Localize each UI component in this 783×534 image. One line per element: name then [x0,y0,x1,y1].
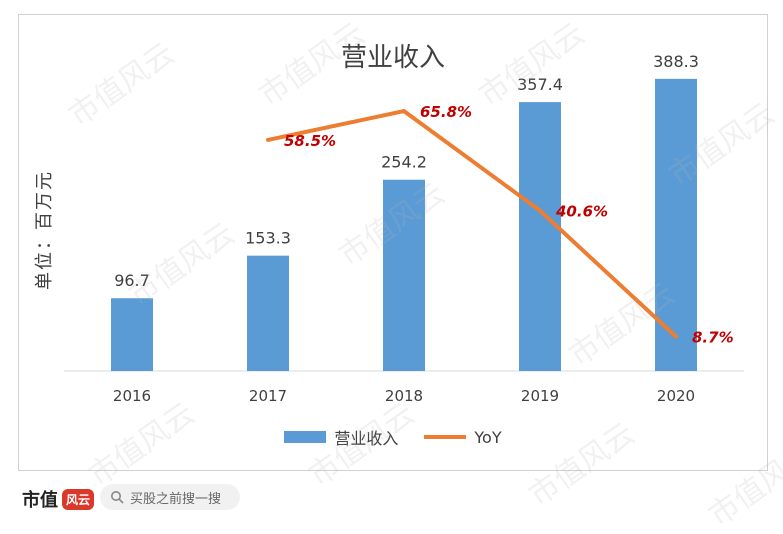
bar-data-label: 96.7 [114,271,150,290]
bar [383,179,425,371]
chart-frame: 营业收入 单位：百万元 96.7 2016 153.3 2017 254.2 2018 35… [18,14,768,471]
search-placeholder: 买股之前搜一搜 [130,491,222,507]
bar-data-label: 153.3 [245,229,291,248]
footer-bar: 市值 风云 买股之前搜一搜 [0,478,783,522]
x-tick-label: 2020 [657,387,695,405]
legend-swatch-line [424,435,467,439]
bar [247,255,289,371]
brand-logo[interactable]: 市值 风云 [22,486,95,512]
bar [655,78,697,372]
x-tick-label: 2018 [385,387,423,405]
legend-item-revenue: 营业收入 [284,425,398,449]
bar-data-label: 254.2 [381,153,427,172]
yoy-data-label: 8.7% [692,329,734,347]
yoy-point [266,137,270,142]
bar-data-label: 388.3 [653,52,699,71]
legend-item-yoy: YoY [424,427,502,447]
yoy-line [267,109,678,339]
brand-seal: 风云 [62,488,95,510]
yoy-point [674,334,678,339]
search-icon [111,491,124,504]
yoy-data-label: 58.5% [284,132,336,150]
bar [519,102,561,371]
chart-title: 营业收入 [340,43,445,73]
brand-name: 市值 [22,490,58,511]
legend: 营业收入 YoY [19,425,767,449]
legend-label-yoy: YoY [474,427,502,447]
yoy-point [538,208,542,213]
yoy-point [402,109,406,114]
bar [111,298,153,371]
yoy-data-label: 65.8% [420,103,472,121]
x-tick-label: 2019 [521,387,559,405]
x-tick-label: 2017 [249,387,287,405]
bar-data-label: 357.4 [517,75,563,94]
legend-label-revenue: 营业收入 [334,429,399,448]
legend-swatch-bar [284,431,327,443]
chart-plot: 96.7 2016 153.3 2017 254.2 2018 357.4 2019 388.3… [64,52,744,405]
yoy-data-label: 40.6% [555,203,608,221]
search-input[interactable]: 买股之前搜一搜 [100,484,240,510]
x-tick-label: 2016 [113,387,151,405]
